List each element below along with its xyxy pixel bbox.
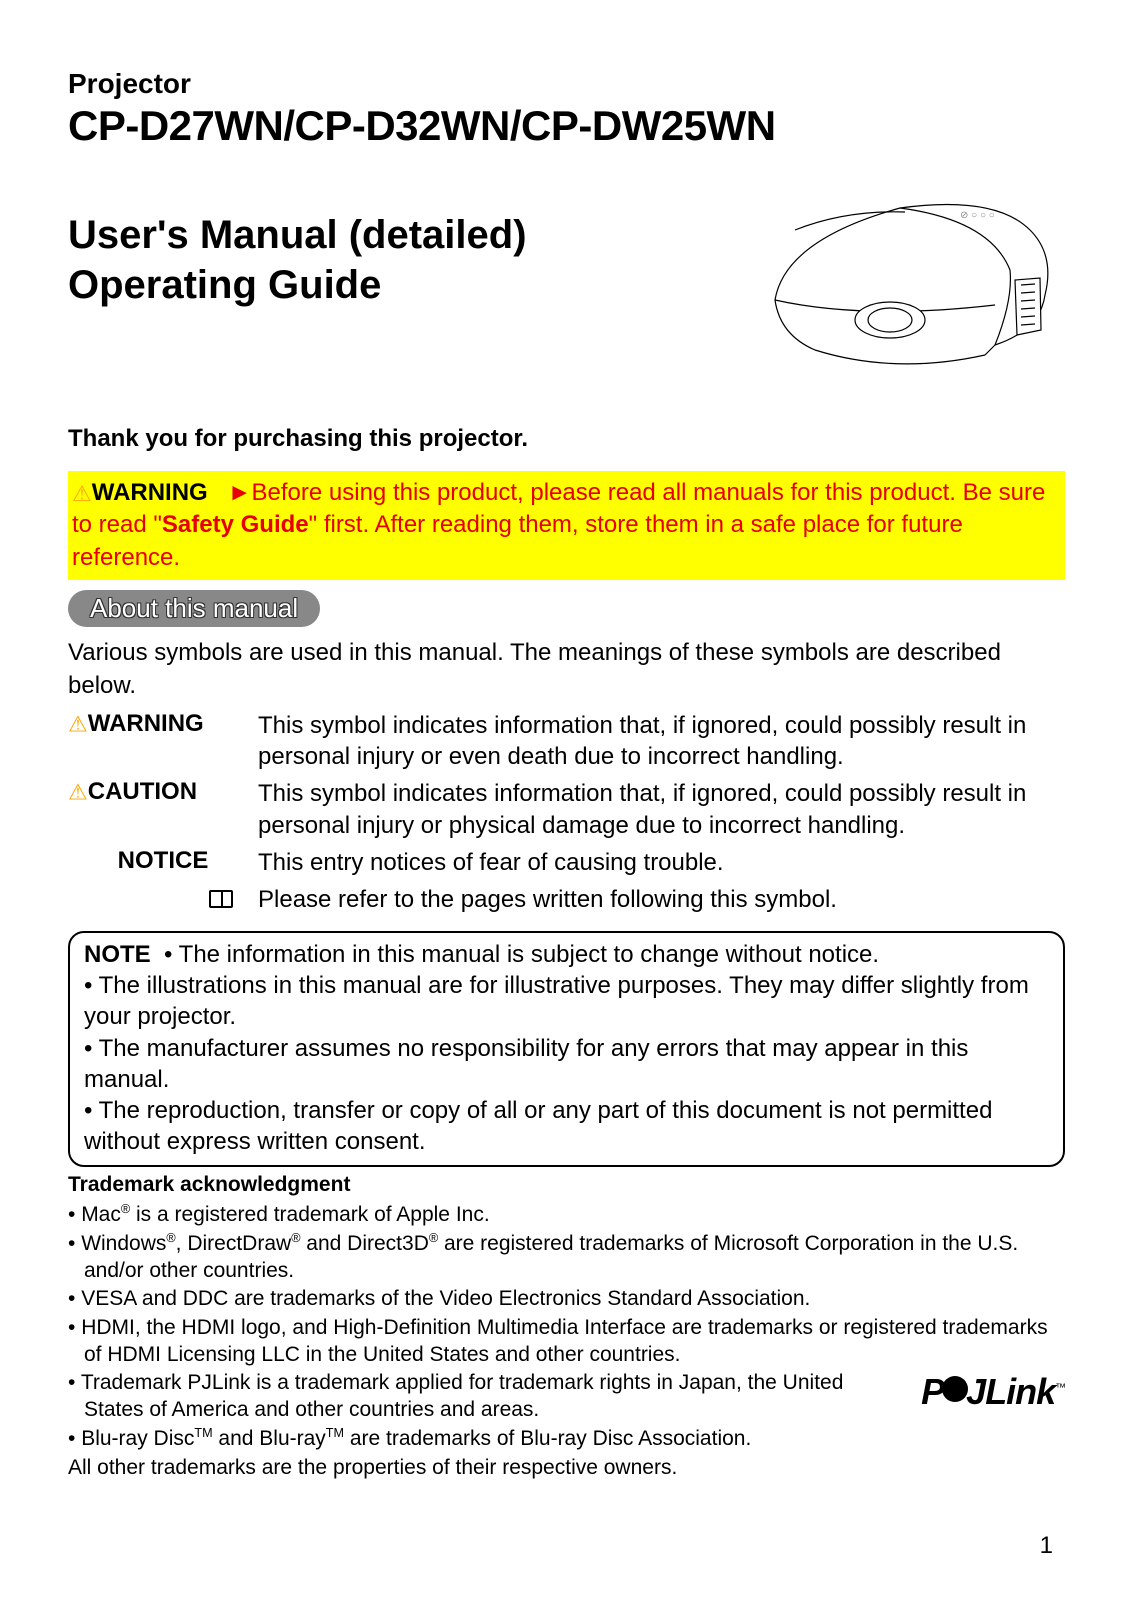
title-line-1: User's Manual (detailed): [68, 210, 527, 260]
sym-label-text: CAUTION: [88, 778, 197, 805]
warning-triangle-icon: ⚠: [72, 481, 92, 506]
book-icon: [209, 890, 233, 908]
svg-text:⊘ ○ ○ ○: ⊘ ○ ○ ○: [960, 210, 995, 221]
projector-illustration: ⊘ ○ ○ ○: [745, 190, 1065, 375]
section-intro: Various symbols are used in this manual.…: [68, 637, 1065, 702]
trademark-item-pjlink: • Trademark PJLink is a trademark applie…: [68, 1369, 1065, 1424]
symbol-label-caution: ⚠CAUTION: [68, 778, 258, 846]
note-item: The information in this manual is subjec…: [179, 941, 879, 968]
trademark-list: • Mac® is a registered trademark of Appl…: [68, 1201, 1065, 1452]
pjlink-logo: PJLink™: [937, 1369, 1065, 1416]
symbol-label-warning: ⚠WARNING: [68, 710, 258, 778]
document-category: Projector: [68, 68, 1065, 100]
note-item: The illustrations in this manual are for…: [84, 972, 1029, 1030]
section-heading-pill: About this manual: [68, 590, 320, 627]
trademark-item: • HDMI, the HDMI logo, and High-Definiti…: [68, 1314, 1065, 1369]
note-label: NOTE: [84, 941, 151, 968]
warning-highlight-box: ⚠WARNING ►Before using this product, ple…: [68, 471, 1065, 580]
trademark-item: • Blu-ray DiscTM and Blu-rayTM are trade…: [68, 1425, 1065, 1452]
trademark-item: • Mac® is a registered trademark of Appl…: [68, 1201, 1065, 1228]
trademark-item: • Windows®, DirectDraw® and Direct3D® ar…: [68, 1230, 1065, 1285]
page-number: 1: [1040, 1532, 1053, 1560]
thanks-line: Thank you for purchasing this projector.: [68, 425, 1065, 453]
title-row: User's Manual (detailed) Operating Guide…: [68, 210, 1065, 375]
note-item: The reproduction, transfer or copy of al…: [84, 1097, 992, 1155]
symbol-desc: Please refer to the pages written follow…: [258, 884, 1065, 921]
trademark-item: • VESA and DDC are trademarks of the Vid…: [68, 1285, 1065, 1312]
warning-triangle-icon: ⚠: [68, 712, 88, 737]
symbol-desc: This symbol indicates information that, …: [258, 778, 1065, 846]
warning-bold: Safety Guide: [162, 511, 309, 538]
manual-title: User's Manual (detailed) Operating Guide: [68, 210, 527, 310]
product-model: CP-D27WN/CP-D32WN/CP-DW25WN: [68, 102, 1065, 150]
symbol-definitions: ⚠WARNING This symbol indicates informati…: [68, 710, 1065, 921]
sym-label-text: WARNING: [88, 710, 204, 737]
warning-triangle-icon: ⚠: [68, 780, 88, 805]
symbol-label-book: [68, 884, 258, 921]
trademark-heading: Trademark acknowledgment: [68, 1173, 1065, 1197]
note-box: NOTE • The information in this manual is…: [68, 931, 1065, 1167]
trademark-final: All other trademarks are the properties …: [68, 1456, 1065, 1480]
warning-content: ⚠WARNING ►Before using this product, ple…: [72, 479, 1045, 571]
symbol-desc: This entry notices of fear of causing tr…: [258, 847, 1065, 884]
title-line-2: Operating Guide: [68, 260, 527, 310]
warning-label: WARNING: [92, 479, 208, 506]
note-item: The manufacturer assumes no responsibili…: [84, 1035, 968, 1093]
symbol-desc: This symbol indicates information that, …: [258, 710, 1065, 778]
symbol-label-notice: NOTICE: [68, 847, 258, 884]
arrow-icon: ►: [228, 479, 252, 506]
